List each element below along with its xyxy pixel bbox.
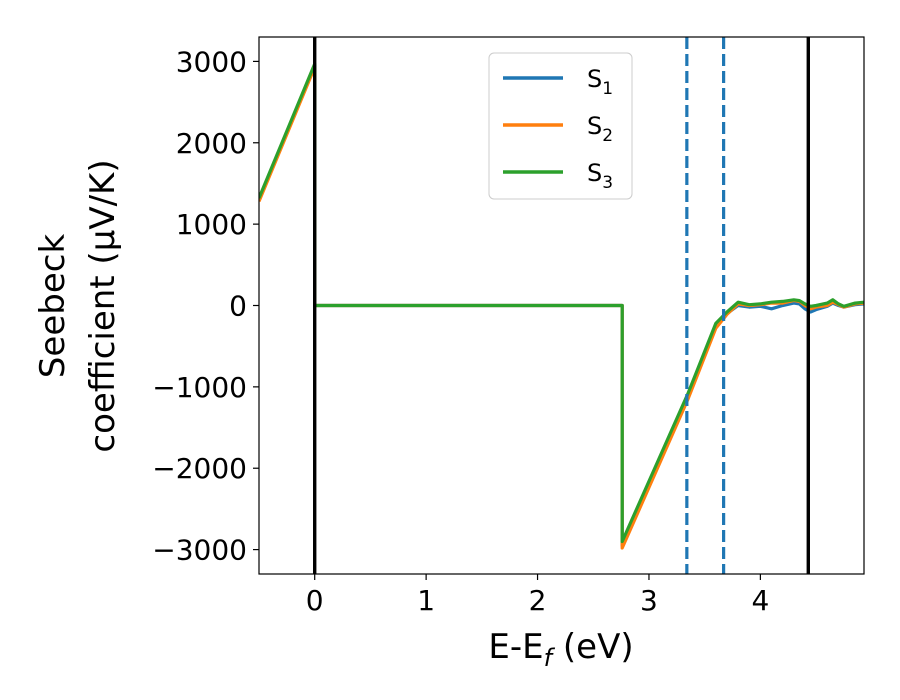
y-tick-label: −1000 <box>152 371 247 404</box>
legend-label-s2: S2 <box>587 112 613 146</box>
y-tick-label: 1000 <box>176 208 247 241</box>
x-tick-label: 3 <box>640 584 658 617</box>
x-tick-label: 4 <box>751 584 769 617</box>
y-axis-label: Seebeck coefficient (μV/K) <box>33 159 123 452</box>
x-axis-label-unit: (eV) <box>552 627 634 667</box>
x-axis-ticks: 0 1 2 3 4 <box>306 574 769 617</box>
y-tick-label: −2000 <box>152 452 247 485</box>
y-tick-label: 2000 <box>176 127 247 160</box>
y-tick-label: 3000 <box>176 45 247 78</box>
x-tick-label: 0 <box>306 584 324 617</box>
legend: S1 S2 S3 <box>488 52 633 200</box>
legend-label-s1: S1 <box>587 65 613 99</box>
legend-items: S1 S2 S3 <box>503 65 613 193</box>
y-axis-ticks: 3000 2000 1000 0 −1000 −2000 −3000 <box>152 45 259 567</box>
x-axis-label: E-Ef (eV) <box>488 627 633 672</box>
y-axis-label-line1: Seebeck <box>33 234 73 379</box>
y-tick-label: 0 <box>229 290 247 323</box>
x-axis-label-main: E-E <box>488 627 543 667</box>
series-line-s3 <box>259 62 864 544</box>
y-axis-label-line2: coefficient (μV/K) <box>83 159 123 452</box>
series-layer <box>259 62 864 550</box>
vline-layer <box>313 37 810 574</box>
x-tick-label: 1 <box>417 584 435 617</box>
legend-label-s3: S3 <box>587 159 613 193</box>
y-tick-label: −3000 <box>152 534 247 567</box>
x-tick-label: 2 <box>529 584 547 617</box>
